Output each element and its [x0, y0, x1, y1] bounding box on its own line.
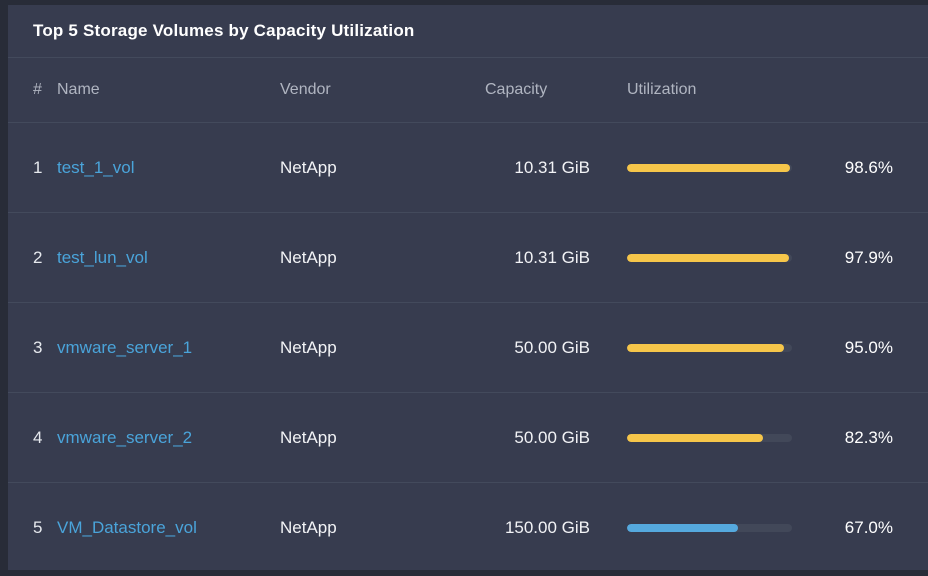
- row-index: 5: [33, 517, 43, 537]
- header-capacity: Capacity: [485, 81, 548, 98]
- volume-name-link[interactable]: test_1_vol: [57, 157, 135, 177]
- utilization-bar-track: [627, 343, 792, 352]
- vendor-cell: NetApp: [280, 427, 337, 447]
- panel-title: Top 5 Storage Volumes by Capacity Utiliz…: [8, 5, 928, 58]
- header-name: Name: [57, 81, 100, 98]
- row-index: 3: [33, 337, 43, 357]
- header-utilization: Utilization: [627, 81, 697, 98]
- utilization-bar-fill: [627, 163, 790, 172]
- row-index: 4: [33, 427, 43, 447]
- utilization-bar-fill: [627, 523, 738, 532]
- capacity-cell: 10.31 GiB: [514, 157, 590, 177]
- utilization-bar-fill: [627, 253, 789, 262]
- vendor-cell: NetApp: [280, 157, 337, 177]
- volume-name-link[interactable]: vmware_server_1: [57, 337, 193, 357]
- table-row: 1 test_1_vol NetApp 10.31 GiB 98.6%: [8, 123, 928, 213]
- utilization-bar-fill: [627, 343, 784, 352]
- utilization-bar-track: [627, 433, 792, 442]
- vendor-cell: NetApp: [280, 517, 337, 537]
- vendor-cell: NetApp: [280, 337, 337, 357]
- vendor-cell: NetApp: [280, 247, 337, 267]
- capacity-cell: 150.00 GiB: [504, 517, 590, 537]
- storage-volumes-panel: Top 5 Storage Volumes by Capacity Utiliz…: [8, 5, 928, 570]
- utilization-percent: 82.3%: [844, 427, 893, 447]
- table-body: 1 test_1_vol NetApp 10.31 GiB 98.6% 2 te…: [8, 123, 928, 570]
- utilization-percent: 98.6%: [844, 157, 893, 177]
- utilization-bar-fill: [627, 433, 763, 442]
- row-index: 1: [33, 157, 43, 177]
- utilization-percent: 97.9%: [844, 247, 893, 267]
- table-row: 3 vmware_server_1 NetApp 50.00 GiB 95.0%: [8, 303, 928, 393]
- volume-name-link[interactable]: test_lun_vol: [57, 247, 148, 267]
- table-header: # Name Vendor Capacity Utilization: [8, 58, 928, 123]
- table-row: 2 test_lun_vol NetApp 10.31 GiB 97.9%: [8, 213, 928, 303]
- table-row: 5 VM_Datastore_vol NetApp 150.00 GiB 67.…: [8, 483, 928, 570]
- utilization-bar-track: [627, 163, 792, 172]
- header-vendor: Vendor: [280, 81, 331, 98]
- capacity-cell: 10.31 GiB: [514, 247, 590, 267]
- capacity-cell: 50.00 GiB: [514, 427, 590, 447]
- volume-name-link[interactable]: vmware_server_2: [57, 427, 193, 447]
- utilization-bar-track: [627, 523, 792, 532]
- row-index: 2: [33, 247, 43, 267]
- volume-name-link[interactable]: VM_Datastore_vol: [57, 517, 197, 537]
- header-index: #: [33, 81, 42, 98]
- utilization-percent: 67.0%: [844, 517, 893, 537]
- table-row: 4 vmware_server_2 NetApp 50.00 GiB 82.3%: [8, 393, 928, 483]
- capacity-cell: 50.00 GiB: [514, 337, 590, 357]
- utilization-bar-track: [627, 253, 792, 262]
- utilization-percent: 95.0%: [844, 337, 893, 357]
